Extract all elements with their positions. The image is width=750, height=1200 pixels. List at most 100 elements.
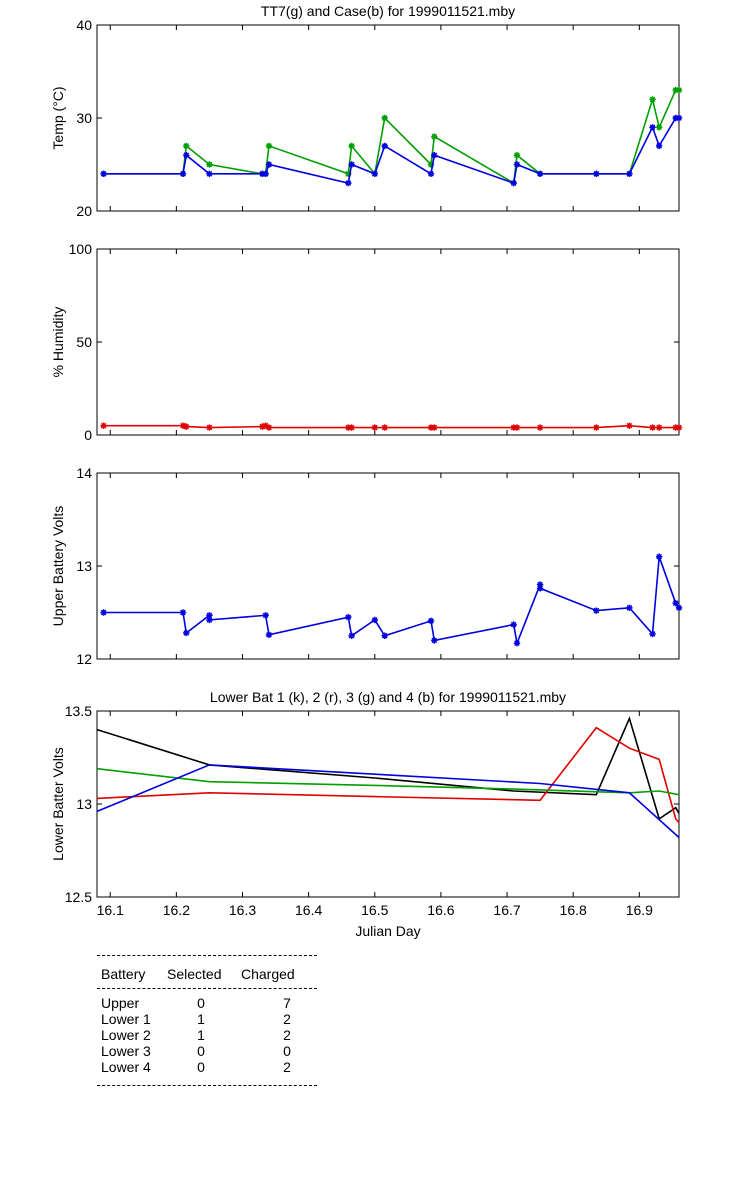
table-row: Lower 1 1 2 <box>97 1011 317 1027</box>
y-axis-label: Upper Battery Volts <box>50 506 66 627</box>
selected-count: 0 <box>197 1043 205 1059</box>
series-line <box>103 556 680 647</box>
series-line <box>103 424 679 429</box>
data-point-marker <box>179 422 187 429</box>
data-point-marker <box>381 142 388 150</box>
charged-count: 2 <box>283 1027 291 1043</box>
data-point-marker <box>675 604 683 612</box>
data-point-marker <box>649 630 656 638</box>
data-point-marker <box>183 423 190 430</box>
data-point-marker <box>672 86 679 94</box>
data-point-marker <box>381 114 388 122</box>
series-line <box>96 716 680 821</box>
y-tick-label: 0 <box>84 427 92 443</box>
data-point-marker <box>262 422 269 429</box>
data-point-marker <box>655 124 663 131</box>
series-2 <box>96 726 680 824</box>
header-battery: Battery <box>101 966 146 982</box>
y-axis-label: % Humidity <box>50 307 66 378</box>
data-point-marker <box>345 170 352 177</box>
battery-name: Lower 4 <box>101 1059 151 1075</box>
data-point-marker <box>536 170 544 177</box>
data-point-marker <box>100 170 107 177</box>
charged-count: 2 <box>283 1059 291 1075</box>
data-point-marker <box>265 142 273 150</box>
y-tick-label: 12.5 <box>65 889 92 905</box>
data-point-marker <box>536 585 544 592</box>
x-tick-label: 16.1 <box>97 902 124 918</box>
data-point-marker <box>259 170 266 177</box>
y-tick-label: 30 <box>76 110 92 126</box>
series-line <box>96 764 680 839</box>
header-selected: Selected <box>167 966 222 982</box>
data-point-marker <box>345 424 352 431</box>
data-point-marker <box>262 170 269 177</box>
plot-frame <box>96 24 680 212</box>
table-top-rule <box>97 955 317 956</box>
data-point-marker <box>345 179 352 187</box>
series-2 <box>100 114 683 187</box>
data-point-marker <box>672 600 679 607</box>
data-point-marker <box>206 161 213 168</box>
data-point-marker <box>381 632 388 639</box>
plot-frame <box>96 710 680 898</box>
data-point-marker <box>649 424 656 431</box>
y-tick-label: 100 <box>69 241 93 257</box>
chart-panel-3: 12 13 14 Upper Battery Volts <box>50 465 683 667</box>
data-point-marker <box>371 170 378 177</box>
battery-name: Lower 2 <box>101 1027 151 1043</box>
data-point-marker <box>183 142 190 150</box>
data-point-marker <box>649 96 656 103</box>
x-tick-label: 16.9 <box>626 902 653 918</box>
data-point-marker <box>513 639 521 647</box>
series-1 <box>96 716 680 821</box>
data-point-marker <box>259 423 266 430</box>
x-tick-label: 16.4 <box>295 902 322 918</box>
data-point-marker <box>371 616 378 624</box>
data-point-marker <box>675 424 683 431</box>
table-body: Upper 0 7 Lower 1 1 2 Lower 2 1 2 Lower … <box>97 989 317 1085</box>
data-point-marker <box>655 142 663 150</box>
chart-title: Lower Bat 1 (k), 2 (r), 3 (g) and 4 (b) … <box>210 689 566 705</box>
selected-count: 0 <box>197 995 205 1011</box>
series-line <box>103 89 679 185</box>
data-point-marker <box>593 607 600 614</box>
x-tick-label: 16.8 <box>560 902 587 918</box>
data-point-marker <box>265 161 273 168</box>
data-point-marker <box>348 161 355 168</box>
data-point-marker <box>431 133 438 140</box>
series-4 <box>96 764 680 839</box>
plot-frame <box>96 248 680 436</box>
data-point-marker <box>100 609 107 616</box>
data-point-marker <box>427 617 435 625</box>
chart-panel-2: 0 50 100 % Humidity <box>50 241 683 443</box>
data-point-marker <box>348 632 355 639</box>
data-point-marker <box>672 114 679 122</box>
y-tick-label: 14 <box>76 465 92 481</box>
data-point-marker <box>265 631 273 639</box>
data-point-marker <box>345 613 352 621</box>
data-point-marker <box>675 86 683 94</box>
table-header-row: Battery Selected Charged <box>97 956 317 988</box>
data-point-marker <box>262 612 269 619</box>
y-axis-label: Temp (°C) <box>50 86 66 149</box>
chart-title: TT7(g) and Case(b) for 1999011521.mby <box>261 3 515 19</box>
y-tick-label: 40 <box>76 17 92 33</box>
table-header-rule <box>97 988 317 989</box>
data-point-marker <box>265 424 273 431</box>
data-point-marker <box>431 424 438 431</box>
y-tick-label: 20 <box>76 203 92 219</box>
data-point-marker <box>510 424 517 431</box>
data-point-marker <box>513 161 521 168</box>
y-tick-label: 12 <box>76 651 92 667</box>
data-point-marker <box>626 170 633 177</box>
charged-count: 2 <box>283 1011 291 1027</box>
x-tick-label: 16.6 <box>427 902 454 918</box>
data-point-marker <box>183 152 190 159</box>
data-point-marker <box>593 170 600 177</box>
data-point-marker <box>348 424 355 431</box>
data-point-marker <box>655 424 663 431</box>
x-tick-label: 16.2 <box>163 902 190 918</box>
table-row: Upper 0 7 <box>97 995 317 1011</box>
